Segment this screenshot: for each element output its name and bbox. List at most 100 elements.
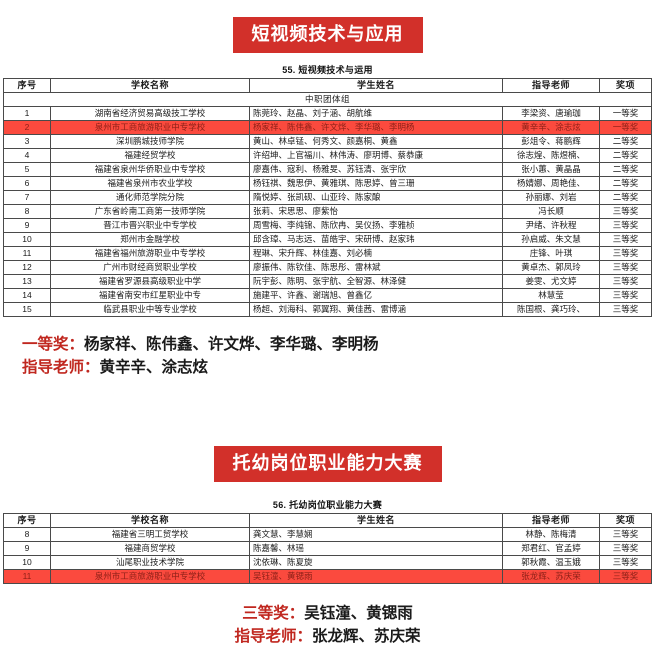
cell-teachers: 徐志煌、陈煜楠、	[502, 147, 600, 163]
cell-teachers: 黄辛辛、涂志炫	[502, 119, 600, 135]
cell-award: 三等奖	[599, 217, 652, 233]
cell-school: 泉州市工商旅游职业中专学校	[50, 119, 250, 135]
cell-award: 三等奖	[599, 203, 652, 219]
cell-school: 汕尾职业技术学院	[50, 554, 250, 570]
cell-teachers: 黄卓杰、郭凤玲	[502, 259, 600, 275]
table-row: 3 深圳鹏城技师学院 黄山、林卓锰、何秀文、颜嘉桐、黄鑫 彭俎令、蒋鹏辉 二等奖	[3, 133, 652, 149]
cell-index: 12	[3, 259, 51, 275]
section-2-result-line-award: 三等奖：吴钰潼、黄锶雨	[0, 602, 655, 625]
table-row: 5 福建省泉州华侨职业中专学校 廖嘉伟、寇利、杨雅旻、苏钰清、张宇欣 张小蕙、黄晶晶二…	[3, 161, 652, 177]
table-row: 15 临武县职业中等专业学校 杨超、刘海科、郭翼翔、黄佳茜、雷博涵 陈国根、龚巧玲、三…	[3, 301, 652, 317]
cell-school: 福建省福州旅游职业中专学校	[50, 245, 250, 261]
cell-school: 郑州市金融学校	[50, 231, 250, 247]
cell-award: 二等奖	[599, 175, 652, 191]
cell-award: 一等奖	[599, 105, 652, 121]
table-1-caption: 55. 短视频技术与运用	[282, 64, 373, 75]
table-1-body: 中职团体组 1 湖南省经济贸易高级技工学校 陈莞玲、赵晶、刘子涵、胡航维 李梁资、唐瑜珈…	[3, 91, 652, 317]
cell-award: 三等奖	[599, 301, 652, 317]
cell-teachers: 郑君红、官孟婷	[502, 540, 600, 556]
cell-index: 11	[3, 245, 51, 261]
teacher-names: 黄辛辛、涂志炫	[99, 358, 209, 376]
table-row: 9 晋江市晋兴职业中专学校 周雪梅、李纯锦、陈欣冉、吴仪扬、李雅桢 尹绪、许秋程 三等奖	[3, 217, 652, 233]
cell-students: 沈依琳、陈夏旋	[249, 554, 503, 570]
cell-school: 晋江市晋兴职业中专学校	[50, 217, 250, 233]
cell-students: 施建平、许鑫、谢瑞旭、曾鑫亿	[249, 287, 503, 303]
cell-index: 10	[3, 554, 51, 570]
cell-school: 广州市财经商贸职业学校	[50, 259, 250, 275]
cell-students: 黄山、林卓锰、何秀文、颜嘉桐、黄鑫	[249, 133, 503, 149]
cell-school: 福建商贸学校	[50, 540, 250, 556]
cell-teachers: 杨婧娜、周艳佳、	[502, 175, 600, 191]
spacer-3	[0, 481, 655, 498]
cell-index: 10	[3, 231, 51, 247]
table-1-head: 序号 学校名称 学生姓名 指导老师 奖项	[3, 77, 652, 93]
cell-students: 周雪梅、李纯锦、陈欣冉、吴仪扬、李雅桢	[249, 217, 503, 233]
section-1-result-line-award: 一等奖：杨家祥、陈伟鑫、许文烨、李华璐、李明杨	[22, 333, 655, 356]
col-header-teachers: 指导老师	[502, 77, 600, 93]
cell-teachers: 彭俎令、蒋鹏辉	[502, 133, 600, 149]
table-row: 11 福建省福州旅游职业中专学校 程琳、宋升辉、林佳嘉、刘必楠 庄锋、叶琪 三等奖	[3, 245, 652, 261]
section-1-banner-title: 短视频技术与应用	[233, 18, 422, 52]
cell-school: 福建省南安市红星职业中专	[50, 287, 250, 303]
table-row: 11 泉州市工商旅游职业中专学校 吴钰潼、黄锶雨 张龙辉、苏庆荣 三等奖	[3, 568, 652, 584]
table-group-row: 中职团体组	[3, 91, 652, 107]
cell-school: 福建省罗源县高级职业中学	[50, 273, 250, 289]
cell-award: 二等奖	[599, 189, 652, 205]
table-row: 2 泉州市工商旅游职业中专学校 杨家祥、陈伟鑫、许文烨、李华璐、李明杨 黄辛辛、涂志炫…	[3, 119, 652, 135]
teacher-label: 指导老师：	[22, 358, 100, 376]
cell-teachers: 陈国根、龚巧玲、	[502, 301, 600, 317]
award-names: 吴钰潼、黄锶雨	[304, 604, 413, 622]
cell-school: 深圳鹏城技师学院	[50, 133, 250, 149]
cell-award: 三等奖	[599, 287, 652, 303]
teacher-label: 指导老师：	[234, 628, 312, 646]
cell-index: 7	[3, 189, 51, 205]
table-2-body: 8 福建省三明工贸学校 龚文慧、李慧娴 林静、陈梅清 三等奖 9 福建商贸学校 陈嘉馨、林瑶郑…	[3, 526, 652, 584]
cell-teachers: 孙丽娜、刘岩	[502, 189, 600, 205]
cell-students: 杨钰祺、魏思伊、黄雅琪、陈思婷、曾三珊	[249, 175, 503, 191]
section-1-results: 一等奖：杨家祥、陈伟鑫、许文烨、李华璐、李明杨 指导老师：黄辛辛、涂志炫	[22, 333, 655, 380]
cell-teachers: 张小蕙、黄晶晶	[502, 161, 600, 177]
col-header-students: 学生姓名	[249, 77, 503, 93]
section-2-result-line-teachers: 指导老师：张龙辉、苏庆荣	[0, 625, 655, 648]
table-row: 1 湖南省经济贸易高级技工学校 陈莞玲、赵晶、刘子涵、胡航维 李梁资、唐瑜珈 一等奖	[3, 105, 652, 121]
cell-index: 9	[3, 540, 51, 556]
cell-students: 吴钰潼、黄锶雨	[249, 568, 503, 584]
results-table-1: 序号 学校名称 学生姓名 指导老师 奖项 中职团体组 1 湖南省经济贸易高级技工学校…	[3, 77, 652, 317]
cell-award: 三等奖	[599, 259, 652, 275]
cell-award: 三等奖	[599, 231, 652, 247]
cell-teachers: 郭秋霞、温玉娥	[502, 554, 600, 570]
cell-index: 1	[3, 105, 51, 121]
cell-students: 廖嘉伟、寇利、杨雅旻、苏钰清、张宇欣	[249, 161, 503, 177]
cell-school: 湖南省经济贸易高级技工学校	[50, 105, 250, 121]
col-header-index: 序号	[3, 77, 51, 93]
section-2-banner-title: 托幼岗位职业能力大赛	[214, 447, 441, 481]
col-header-award: 奖项	[599, 77, 652, 93]
spacer-top	[0, 0, 655, 18]
cell-teachers: 冯长顺	[502, 203, 600, 219]
table-row: 4 福建经贸学校 许绍坤、上官福川、林伟涛、廖玥博、蔡恭康 徐志煌、陈煜楠、 二等奖	[3, 147, 652, 163]
cell-students: 阮宇彭、陈明、张宇航、全智源、林泽健	[249, 273, 503, 289]
cell-index: 2	[3, 119, 51, 135]
cell-school: 福建省三明工贸学校	[50, 526, 250, 542]
cell-school: 临武县职业中等专业学校	[50, 301, 250, 317]
cell-students: 张莉、宋思思、廖紫怡	[249, 203, 503, 219]
cell-students: 程琳、宋升辉、林佳嘉、刘必楠	[249, 245, 503, 261]
cell-index: 6	[3, 175, 51, 191]
cell-students: 陈莞玲、赵晶、刘子涵、胡航维	[249, 105, 503, 121]
spacer-2	[0, 317, 655, 333]
cell-award: 二等奖	[599, 147, 652, 163]
cell-students: 许绍坤、上官福川、林伟涛、廖玥博、蔡恭康	[249, 147, 503, 163]
table-2-head: 序号 学校名称 学生姓名 指导老师 奖项	[3, 512, 652, 528]
cell-teachers: 李梁资、唐瑜珈	[502, 105, 600, 121]
cell-students: 龚文慧、李慧娴	[249, 526, 503, 542]
cell-school: 福建省泉州华侨职业中专学校	[50, 161, 250, 177]
spacer-section-gap	[0, 379, 655, 447]
spacer-1	[0, 52, 655, 63]
table-2-caption: 56. 托幼岗位职业能力大赛	[272, 499, 383, 510]
table-row: 6 福建省泉州市农业学校 杨钰祺、魏思伊、黄雅琪、陈思婷、曾三珊 杨婧娜、周艳佳、 二等…	[3, 175, 652, 191]
col-header-students: 学生姓名	[249, 512, 503, 528]
cell-school: 广东省岭南工商第一技师学院	[50, 203, 250, 219]
cell-index: 8	[3, 203, 51, 219]
section-1-banner-wrap: 短视频技术与应用	[0, 18, 655, 52]
cell-index: 8	[3, 526, 51, 542]
